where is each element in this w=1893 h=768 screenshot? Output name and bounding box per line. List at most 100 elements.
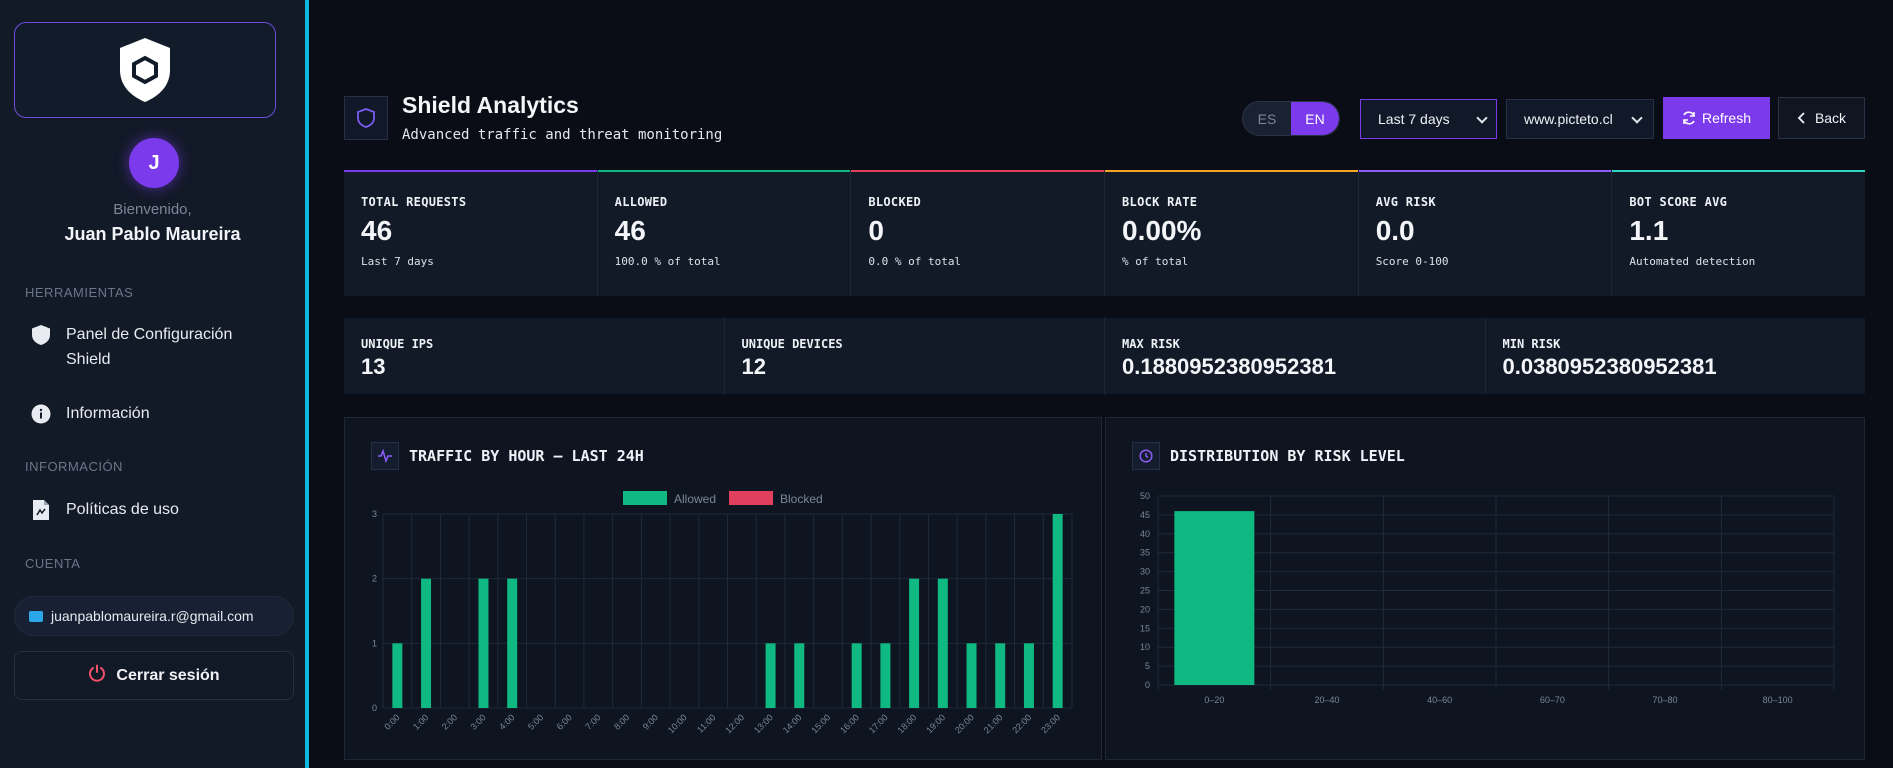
section-title-tools: HERRAMIENTAS xyxy=(25,285,134,300)
x-tick-label: 11:00 xyxy=(695,712,718,735)
language-toggle: ES EN xyxy=(1242,101,1340,136)
stat-value: 0.00% xyxy=(1122,215,1202,246)
x-tick-label: 13:00 xyxy=(752,712,775,735)
y-tick-label: 40 xyxy=(1140,529,1150,539)
sidebar-item-shield-config[interactable]: Panel de Configuración Shield xyxy=(30,322,260,372)
x-tick-label: 8:00 xyxy=(612,712,631,731)
x-tick-label: 40–60 xyxy=(1427,695,1452,705)
y-tick-label: 15 xyxy=(1140,623,1150,633)
x-tick-label: 19:00 xyxy=(924,712,947,735)
x-tick-label: 80–100 xyxy=(1763,695,1793,705)
stat-card: MAX RISK 0.1880952380952381 xyxy=(1105,318,1486,394)
y-tick-label: 3 xyxy=(372,509,377,519)
bar-allowed xyxy=(392,643,403,708)
y-tick-label: 50 xyxy=(1140,491,1150,501)
activity-icon xyxy=(371,442,399,470)
site-value: www.picteto.cl xyxy=(1524,111,1613,127)
date-range-select[interactable]: Last 7 days xyxy=(1360,99,1497,139)
bar-allowed xyxy=(937,578,948,708)
stat-value: 13 xyxy=(361,354,386,379)
back-label: Back xyxy=(1814,110,1847,126)
x-tick-label: 5:00 xyxy=(526,712,545,731)
y-tick-label: 20 xyxy=(1140,604,1150,614)
bar-allowed xyxy=(851,643,862,708)
bar-allowed xyxy=(1023,643,1034,708)
stat-card: MIN RISK 0.0380952380952381 xyxy=(1485,318,1865,394)
traffic-by-hour-panel: TRAFFIC BY HOUR — LAST 24H Allowed Blocke… xyxy=(344,417,1102,760)
user-name: Juan Pablo Maureira xyxy=(64,224,241,244)
stat-value: 0 xyxy=(868,215,884,246)
bar-allowed xyxy=(421,578,432,708)
y-tick-label: 30 xyxy=(1140,567,1150,577)
power-icon xyxy=(88,664,106,687)
x-tick-label: 2:00 xyxy=(440,712,459,731)
stat-value: 1.1 xyxy=(1629,215,1669,246)
sidebar-item-info[interactable]: Información xyxy=(30,401,150,426)
date-range-value: Last 7 days xyxy=(1378,111,1450,127)
stat-card: BLOCK RATE 0.00% % of total xyxy=(1105,170,1359,296)
bar-allowed xyxy=(909,578,920,708)
x-tick-label: 17:00 xyxy=(867,712,890,735)
y-tick-label: 1 xyxy=(372,638,377,648)
stat-accent-bar xyxy=(597,170,851,172)
back-button[interactable]: Back xyxy=(1778,97,1865,139)
stat-card: TOTAL REQUESTS 46 Last 7 days xyxy=(344,170,598,296)
x-tick-label: 60–70 xyxy=(1540,695,1565,705)
header-shield-icon xyxy=(344,96,388,140)
y-tick-label: 0 xyxy=(1145,680,1150,690)
lang-en-button[interactable]: EN xyxy=(1291,102,1339,135)
stat-sub: Score 0-100 xyxy=(1375,255,1449,268)
mail-icon xyxy=(29,610,43,622)
x-tick-label: 22:00 xyxy=(1010,712,1033,735)
stat-value: 46 xyxy=(614,215,646,246)
bar-allowed xyxy=(765,643,776,708)
stat-value: 46 xyxy=(361,215,393,246)
refresh-button[interactable]: Refresh xyxy=(1663,97,1770,139)
x-tick-label: 23:00 xyxy=(1039,712,1062,735)
stat-label: AVG RISK xyxy=(1375,195,1436,209)
lang-es-button[interactable]: ES xyxy=(1257,110,1277,127)
bar-allowed xyxy=(995,643,1006,708)
bar-risk-level xyxy=(1174,511,1255,685)
sidebar-item-policies[interactable]: Políticas de uso xyxy=(30,497,179,522)
x-tick-label: 4:00 xyxy=(497,712,516,731)
risk-distribution-panel: DISTRIBUTION BY RISK LEVEL 0 5 10 15 20 25 30 3… xyxy=(1105,417,1865,760)
stat-accent-bar xyxy=(1105,170,1358,172)
x-tick-label: 16:00 xyxy=(838,712,861,735)
stat-card: UNIQUE IPS 13 xyxy=(344,318,725,394)
chevron-down-icon xyxy=(1631,112,1643,124)
email-text: juanpablomaureira.r@gmail.com xyxy=(51,608,254,624)
logo-card[interactable] xyxy=(14,22,276,118)
stat-card: ALLOWED 46 100.0 % of total xyxy=(597,170,852,296)
bar-allowed xyxy=(507,578,518,708)
x-tick-label: 18:00 xyxy=(896,712,919,735)
document-icon xyxy=(30,499,52,521)
y-tick-label: 5 xyxy=(1145,661,1150,671)
sidebar-item-label: Políticas de uso xyxy=(66,501,179,518)
x-tick-label: 1:00 xyxy=(411,712,430,731)
stat-sub: % of total xyxy=(1122,255,1189,268)
sidebar-item-label: Información xyxy=(66,405,150,422)
panel-title: DISTRIBUTION BY RISK LEVEL xyxy=(1170,447,1405,465)
stat-value: 12 xyxy=(741,354,766,379)
section-title-info: INFORMACIÓN xyxy=(25,459,123,474)
refresh-label: Refresh xyxy=(1701,110,1752,126)
stats-row-secondary: UNIQUE IPS 13 UNIQUE DEVICES 12 MAX RISK… xyxy=(344,318,1865,394)
x-tick-label: 20–40 xyxy=(1314,695,1339,705)
x-tick-label: 9:00 xyxy=(641,712,660,731)
page-subtitle: Advanced traffic and threat monitoring xyxy=(402,127,723,143)
x-tick-label: 20:00 xyxy=(953,712,976,735)
stat-accent-bar xyxy=(1358,170,1612,172)
stat-value: 0.0380952380952381 xyxy=(1502,354,1717,379)
chevron-down-icon xyxy=(1476,112,1488,124)
legend-label: Blocked xyxy=(780,492,823,506)
site-select[interactable]: www.picteto.cl xyxy=(1506,99,1654,139)
stat-label: MAX RISK xyxy=(1122,337,1180,351)
stat-accent-bar xyxy=(1612,170,1866,172)
x-tick-label: 12:00 xyxy=(723,712,746,735)
logout-button[interactable]: Cerrar sesión xyxy=(14,651,294,700)
avatar: J xyxy=(129,138,179,188)
bar-allowed xyxy=(478,578,489,708)
stat-sub: 100.0 % of total xyxy=(614,255,721,268)
